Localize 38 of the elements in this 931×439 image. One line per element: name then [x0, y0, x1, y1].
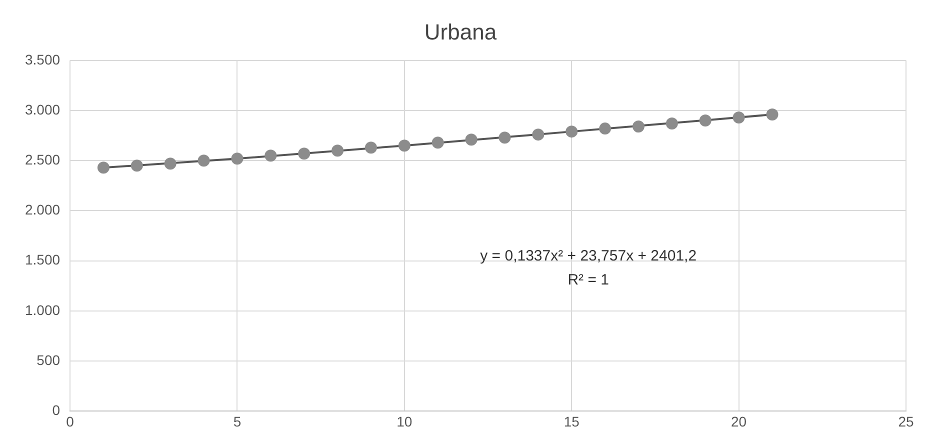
point — [298, 148, 310, 160]
point — [599, 122, 612, 135]
y-tick-label: 1.500 — [24, 252, 60, 268]
x-tick-label: 25 — [898, 413, 914, 430]
x-tick-label: 0 — [66, 413, 74, 430]
y-tick-label: 2.500 — [24, 151, 60, 168]
point — [198, 154, 210, 167]
point — [97, 162, 110, 174]
y-tick-label: 1.000 — [24, 302, 60, 318]
point — [332, 144, 344, 157]
point — [432, 136, 444, 149]
annotation: y = 0,1337x² + 23,757x + 2401,2 — [480, 247, 697, 264]
point — [498, 132, 511, 144]
point — [666, 118, 678, 130]
chart-title: Urbana — [424, 19, 498, 44]
point — [264, 150, 277, 162]
point — [699, 114, 712, 127]
point — [632, 120, 644, 133]
point — [732, 112, 745, 124]
point — [364, 142, 377, 154]
y-tick-label: 0 — [52, 402, 60, 418]
x-tick-label: 20 — [731, 413, 747, 430]
y-tick-label: 2.000 — [24, 202, 60, 218]
x-tick-label: 10 — [396, 413, 412, 430]
y-tick-label: 3.500 — [24, 51, 60, 68]
point — [465, 134, 478, 146]
y-tick-label: 500 — [36, 352, 60, 368]
y-tick-label: 3.000 — [24, 101, 60, 118]
point — [398, 140, 410, 152]
point — [532, 128, 544, 141]
point — [766, 108, 778, 121]
x-tick-label: 15 — [564, 413, 580, 430]
point — [231, 152, 244, 165]
point — [130, 160, 143, 172]
point — [566, 126, 578, 138]
x-tick-label: 5 — [233, 413, 242, 430]
point — [164, 158, 176, 170]
annotation: R² = 1 — [568, 271, 609, 288]
